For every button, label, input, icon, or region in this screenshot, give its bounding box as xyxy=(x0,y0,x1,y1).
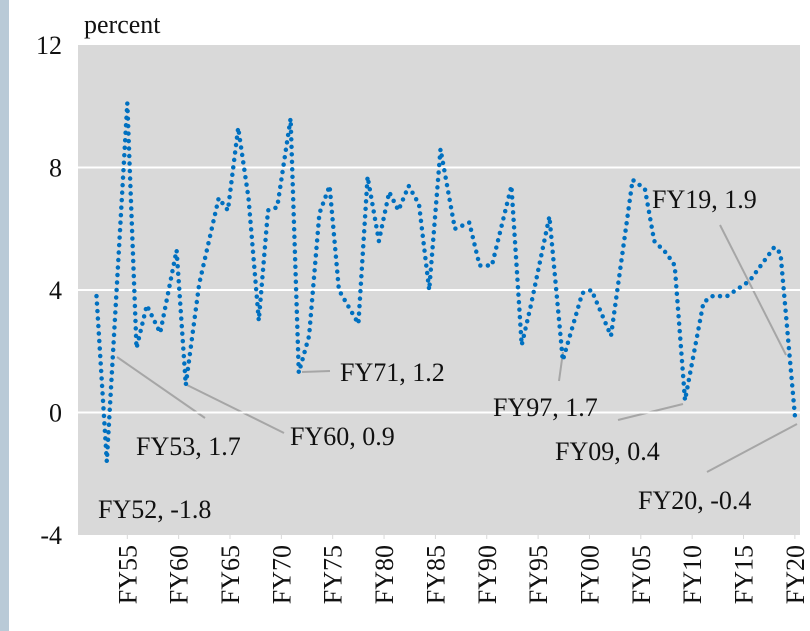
x-tick-label: FY65 xyxy=(216,545,245,604)
x-tick-label: FY80 xyxy=(370,545,399,604)
frame-edge xyxy=(0,0,9,631)
x-tick-label: FY75 xyxy=(319,545,348,604)
y-tick-label: 0 xyxy=(49,399,62,428)
leader-line xyxy=(706,423,798,473)
annotation: FY52, -1.8 xyxy=(98,495,211,524)
leader-line xyxy=(301,370,331,373)
leader-line xyxy=(186,384,285,434)
x-tick-label: FY60 xyxy=(165,545,194,604)
annotation: FY20, -0.4 xyxy=(638,486,751,515)
annotation: FY60, 0.9 xyxy=(290,422,395,451)
y-axis-label: percent xyxy=(84,10,161,39)
y-tick-label: 8 xyxy=(49,154,62,183)
x-tick-label: FY95 xyxy=(524,545,553,604)
y-tick-label: 12 xyxy=(36,31,62,60)
x-tick-label: FY05 xyxy=(627,545,656,604)
leader-line xyxy=(116,356,206,419)
annotation: FY53, 1.7 xyxy=(136,432,241,461)
annotation: FY71, 1.2 xyxy=(340,358,445,387)
annotation: FY97, 1.7 xyxy=(493,393,598,422)
x-tick-label: FY10 xyxy=(678,545,707,604)
x-tick-label: FY00 xyxy=(575,545,604,604)
series-line xyxy=(94,100,798,464)
x-tick-label: FY90 xyxy=(473,545,502,604)
y-tick-label: 4 xyxy=(49,276,62,305)
annotation: FY19, 1.9 xyxy=(652,185,757,214)
annotation: FY09, 0.4 xyxy=(555,437,660,466)
y-tick-label: -4 xyxy=(40,521,62,550)
x-tick-label: FY15 xyxy=(730,545,759,604)
x-tick-label: FY85 xyxy=(421,545,450,604)
x-tick-label: FY70 xyxy=(267,545,296,604)
x-tick-label: FY20 xyxy=(781,545,810,604)
x-tick-label: FY55 xyxy=(113,545,142,604)
